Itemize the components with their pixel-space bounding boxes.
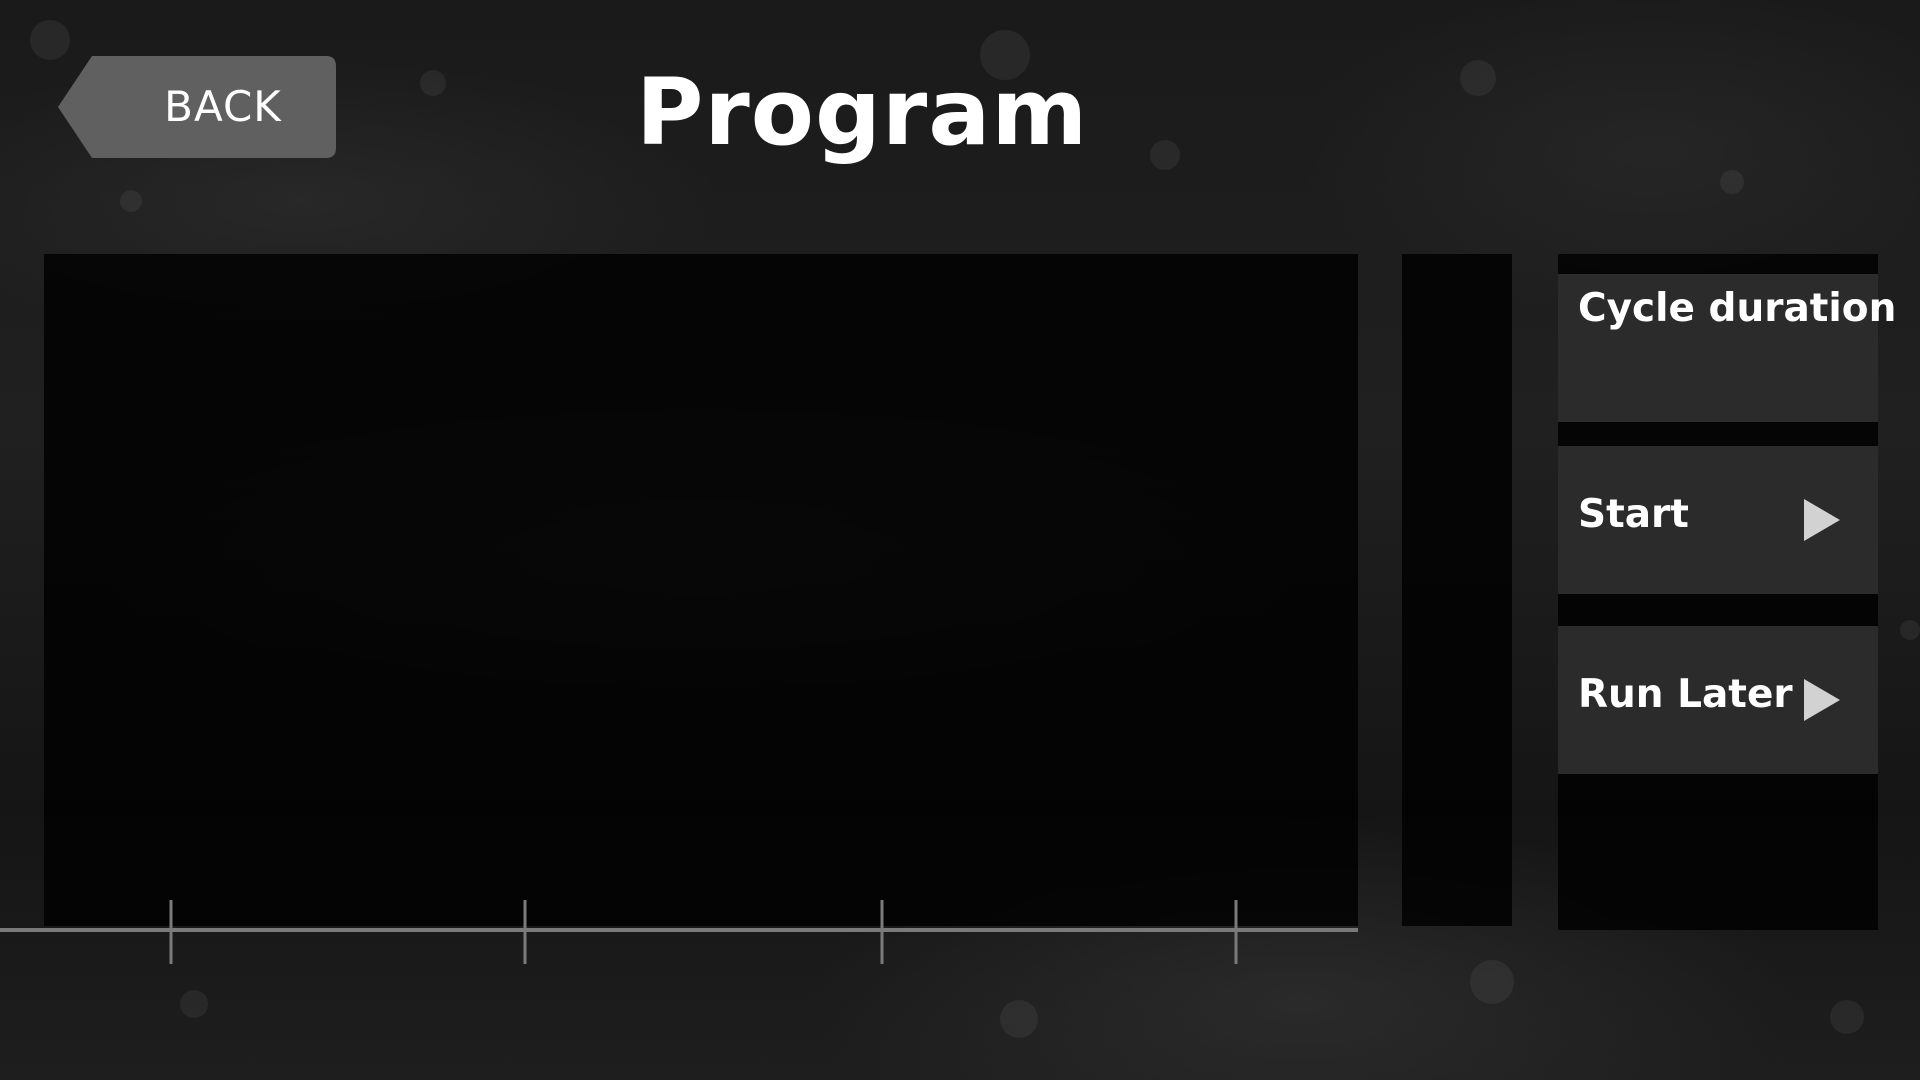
- bokeh-dot: [120, 190, 142, 212]
- start-button[interactable]: Start: [1558, 446, 1878, 594]
- bokeh-dot: [30, 20, 70, 60]
- program-chart-panel: [44, 254, 1358, 926]
- bokeh-dot: [1830, 1000, 1864, 1034]
- play-icon: [1804, 679, 1840, 721]
- bokeh-dot: [1900, 620, 1920, 640]
- side-strip-panel: [1402, 254, 1512, 926]
- start-label: Start: [1578, 492, 1689, 537]
- cycle-duration-button[interactable]: Cycle duration: [1558, 274, 1896, 422]
- bokeh-dot: [420, 70, 446, 96]
- run-later-label: Run Later: [1578, 672, 1793, 717]
- back-button-label: BACK: [164, 82, 282, 131]
- bokeh-dot: [1470, 960, 1514, 1004]
- bokeh-dot: [1000, 1000, 1038, 1038]
- cycle-duration-label: Cycle duration: [1578, 286, 1897, 331]
- bokeh-dot: [1460, 60, 1496, 96]
- run-later-button[interactable]: Run Later: [1558, 626, 1878, 774]
- timeline-axis: [0, 900, 1358, 964]
- page-title: Program: [636, 59, 1089, 166]
- back-arrow-icon: [58, 56, 336, 158]
- bokeh-dot: [1150, 140, 1180, 170]
- play-icon: [1804, 499, 1840, 541]
- bokeh-dot: [180, 990, 208, 1018]
- back-button[interactable]: BACK: [58, 56, 336, 158]
- bokeh-dot: [1720, 170, 1744, 194]
